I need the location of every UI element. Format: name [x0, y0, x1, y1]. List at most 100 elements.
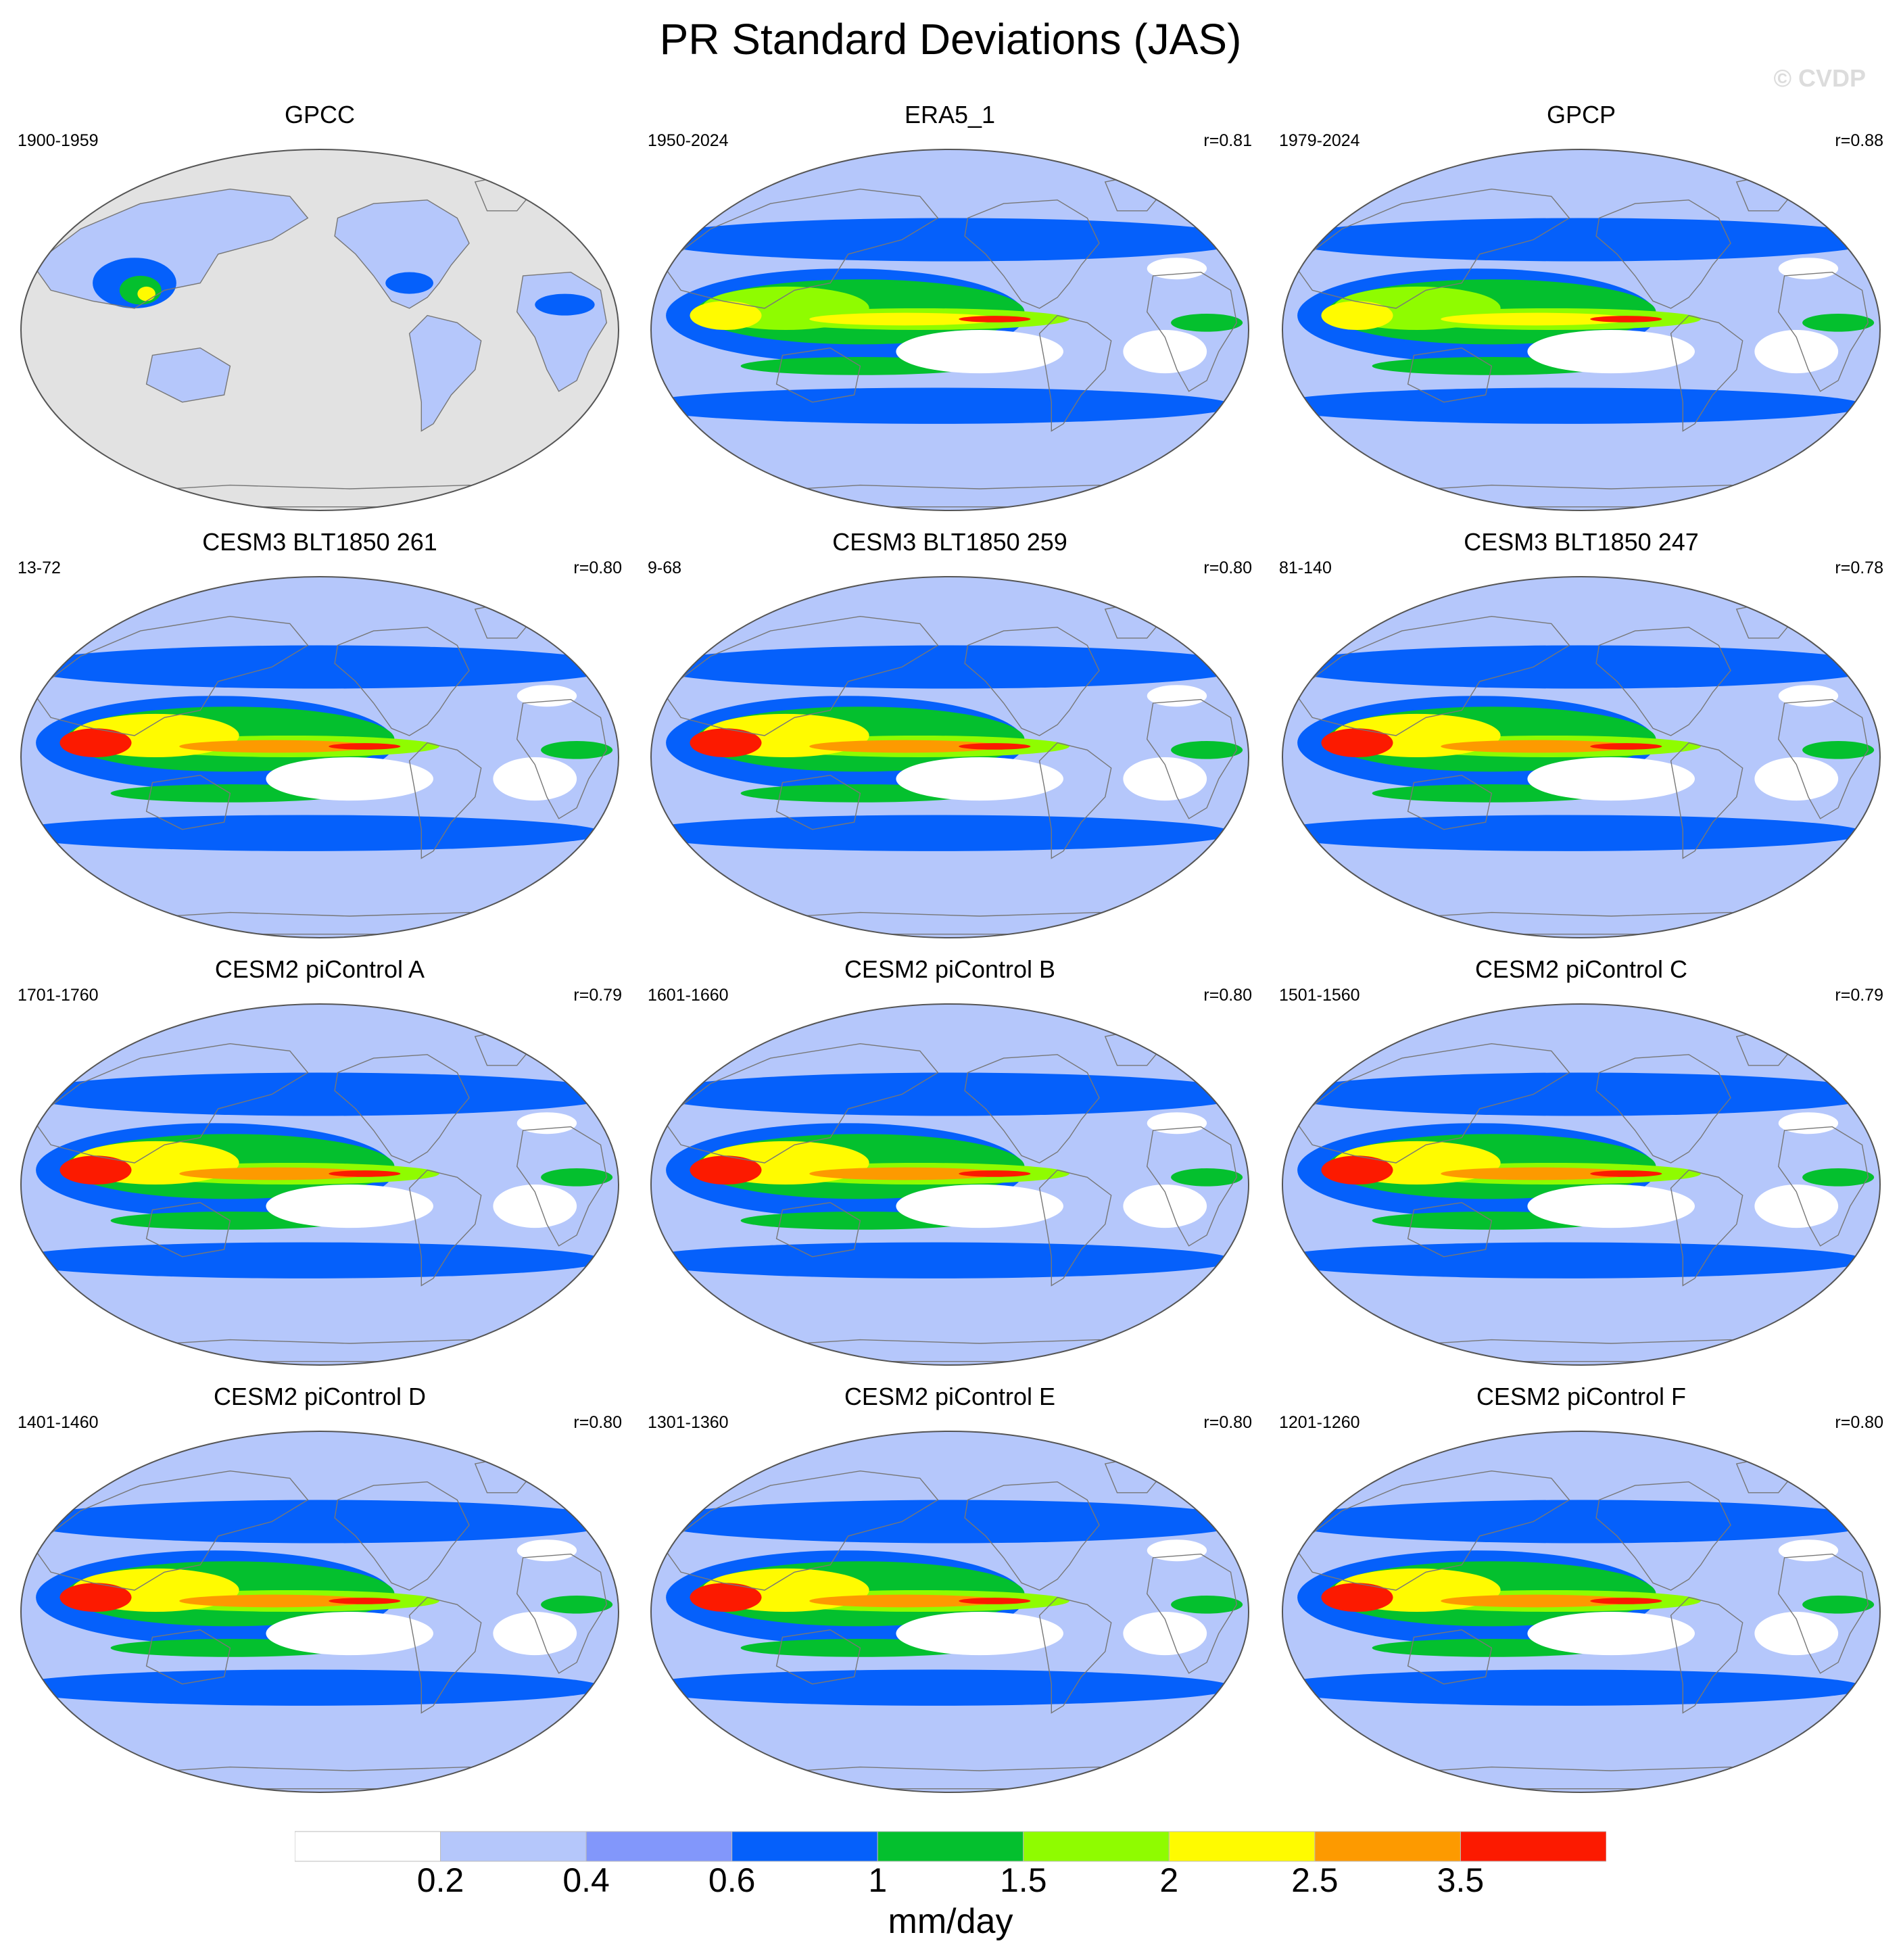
coastline-asia: [32, 1470, 309, 1591]
map-panel: ERA5_1 1950-2024 r=0.81: [642, 100, 1257, 519]
field-dry-southeast-pacific: [1527, 1185, 1695, 1228]
panel-correlation: r=0.88: [1835, 131, 1883, 150]
precipitation-map: [20, 1003, 619, 1366]
field-atlantic-itcz: [1802, 1168, 1875, 1187]
field-itcz-peak: [329, 1170, 401, 1177]
field-south-storm-track: [651, 1669, 1234, 1706]
precipitation-map: [20, 1431, 619, 1793]
field-south-storm-track: [21, 1242, 604, 1278]
panel-period: 1950-2024: [648, 131, 729, 150]
coastline-australia: [145, 774, 231, 830]
map-border: [1282, 1003, 1881, 1366]
colorbar-tick-label: 1: [868, 1861, 888, 1899]
coastline-asia: [662, 1043, 939, 1164]
panel-correlation: r=0.80: [573, 1413, 622, 1432]
field-itcz-peak: [959, 1170, 1031, 1177]
field-atlantic-itcz: [541, 1168, 613, 1187]
field-dry-southeast-pacific: [1527, 1612, 1695, 1656]
map-border: [1282, 1431, 1881, 1793]
field-itcz-peak: [959, 316, 1031, 322]
coastline-americaN: [964, 1054, 1100, 1164]
colorbar: [295, 1831, 1606, 1862]
field-itcz-core: [809, 1594, 1001, 1608]
land-field-australia: [146, 348, 231, 402]
coastline-asia: [662, 188, 939, 309]
field-central-america: [385, 272, 433, 294]
field-dry-southeast-pacific: [266, 757, 433, 801]
field-north-storm-track: [21, 645, 619, 689]
field-dry-southeast-pacific: [266, 1185, 433, 1228]
map-border: [650, 576, 1249, 938]
coastline-americaN: [1595, 627, 1731, 736]
panel-correlation: r=0.80: [1203, 558, 1252, 577]
panel-title: CESM2 piControl D: [213, 1383, 427, 1410]
field-dry-south-atlantic: [1754, 1612, 1839, 1656]
panel-period: 1701-1760: [18, 986, 99, 1005]
coastline-australia: [1407, 1201, 1493, 1258]
colorbar-swatch: [1023, 1831, 1170, 1862]
coastline-americaN: [334, 1481, 470, 1591]
coastline-australia: [775, 1629, 861, 1685]
field-itcz-peak: [1590, 1598, 1662, 1604]
colorbar-swatch: [1168, 1831, 1316, 1862]
panel-period: 1601-1660: [648, 986, 729, 1005]
precipitation-map: [650, 1431, 1249, 1793]
field-dry-south-atlantic: [1754, 1185, 1839, 1228]
panel-title: CESM2 piControl B: [844, 955, 1056, 983]
coastline-africa: [1777, 271, 1869, 392]
panel-title: CESM3 BLT1850 247: [1464, 528, 1699, 556]
colorbar-swatch: [1314, 1831, 1461, 1862]
field-dry-sahara: [1147, 685, 1207, 707]
field-north-storm-track: [651, 1500, 1249, 1544]
coastline-australia: [145, 347, 231, 403]
field-indian-ocean-peak: [690, 1155, 762, 1185]
coastline-asia: [662, 615, 939, 736]
coastline-americaN: [1595, 199, 1731, 309]
field-north-storm-track: [651, 1072, 1249, 1116]
field-atlantic-itcz: [1171, 740, 1243, 759]
coastline-americaS: [1670, 1169, 1743, 1287]
field-indian-ocean-peak: [1321, 1583, 1393, 1612]
field-dry-south-atlantic: [493, 757, 577, 801]
coastline-asia: [32, 188, 309, 309]
coastline-africa: [1777, 698, 1869, 819]
field-dry-south-atlantic: [1123, 1185, 1207, 1228]
colorbar-tick-label: 0.2: [416, 1861, 464, 1899]
field-indian-ocean-peak: [690, 1583, 762, 1612]
coastline-americaS: [1670, 314, 1743, 432]
coastline-americaS: [1670, 1596, 1743, 1714]
field-dry-southeast-pacific: [1527, 757, 1695, 801]
field-dry-sahara: [1778, 258, 1839, 280]
coastline-australia: [145, 1201, 231, 1258]
field-south-storm-track: [1282, 1669, 1865, 1706]
field-north-storm-track: [1282, 645, 1880, 689]
panel-title: CESM3 BLT1850 261: [202, 528, 437, 556]
panel-correlation: r=0.80: [1835, 1413, 1883, 1432]
map-border: [650, 1431, 1249, 1793]
panel-title: CESM2 piControl C: [1474, 955, 1688, 983]
field-south-storm-track: [1282, 387, 1865, 424]
map-panel: CESM3 BLT1850 247 81-140 r=0.78: [1274, 527, 1889, 947]
coastline-asia: [32, 1043, 309, 1164]
field-dry-sahara: [1778, 1539, 1839, 1562]
field-north-storm-track: [21, 1072, 619, 1116]
coastline-americaN: [964, 199, 1100, 309]
field-south-storm-track: [1282, 1242, 1865, 1278]
field-dry-south-atlantic: [1754, 757, 1839, 801]
colorbar-tick-label: 1.5: [1000, 1861, 1047, 1899]
panel-title: CESM2 piControl E: [844, 1383, 1056, 1410]
field-atlantic-itcz: [1802, 740, 1875, 759]
coastline-africa: [516, 271, 608, 392]
field-indian-ocean-peak: [690, 301, 762, 330]
field-atlantic-itcz: [1802, 1595, 1875, 1614]
coastline-asia: [1293, 1470, 1570, 1591]
colorbar-units: mm/day: [888, 1902, 1013, 1941]
field-north-storm-track: [1282, 1072, 1880, 1116]
coastline-africa: [1777, 1126, 1869, 1247]
land-field-americaS: [409, 315, 481, 431]
panel-period: 9-68: [648, 558, 682, 577]
panel-correlation: r=0.80: [1203, 986, 1252, 1005]
field-dry-sahara: [516, 1112, 577, 1134]
panel-title: ERA5_1: [904, 101, 996, 128]
field-atlantic-itcz: [1802, 313, 1875, 332]
